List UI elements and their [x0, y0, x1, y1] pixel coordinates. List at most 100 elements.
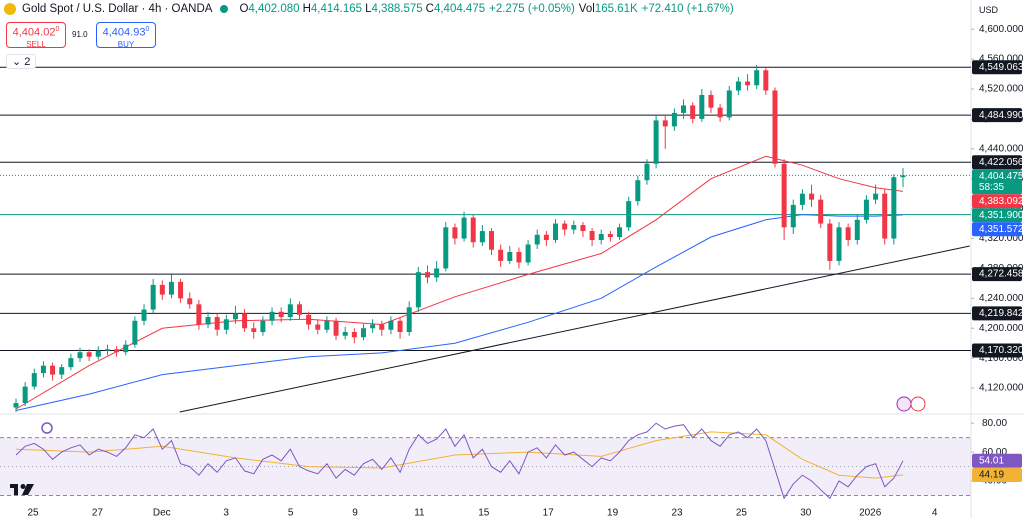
candle-body [507, 251, 513, 261]
candle-body [854, 219, 860, 241]
level-label: 4,170.320 [979, 345, 1024, 356]
level-label-bg [972, 306, 1022, 321]
symbol[interactable]: Gold Spot / U.S. Dollar · 4h · OANDA [22, 3, 213, 15]
candle-body [900, 175, 906, 178]
ma-label: 4,351.572 [979, 224, 1024, 235]
x-tick-label: 17 [543, 508, 555, 518]
level-label: 4,549.063 [979, 62, 1024, 73]
candle-body [553, 223, 559, 241]
y-tick-label: 4,200.000 [979, 323, 1024, 334]
candle-body [31, 373, 37, 387]
candle-body [562, 223, 568, 230]
x-tick-label: 25 [27, 508, 39, 518]
y-tick-label: 4,440.000 [979, 143, 1024, 154]
x-tick-label: 15 [478, 508, 490, 518]
last-price-label: 58:35 [979, 182, 1004, 193]
candle-body [178, 281, 184, 299]
buy-button[interactable]: 4,404.930 BUY [96, 22, 156, 49]
candle-body [809, 193, 815, 200]
candle-body [818, 199, 824, 224]
candle-body [790, 204, 796, 228]
candle-body [86, 352, 92, 357]
candle-body [479, 231, 485, 243]
ma-label-bg [972, 194, 1022, 209]
x-tick-label: 4 [932, 508, 938, 518]
candle-body [342, 331, 348, 336]
candle-body [324, 320, 330, 330]
x-tick-label: 5 [288, 508, 294, 518]
candle-body [534, 234, 540, 245]
candle-body [845, 227, 851, 241]
candle-body [452, 227, 458, 239]
x-tick-label: Dec [153, 508, 171, 518]
x-tick-label: 2026 [859, 508, 882, 518]
market-status [220, 5, 229, 13]
currency[interactable]: USD [979, 5, 999, 15]
y-tick-label: 4,600.000 [979, 24, 1024, 35]
price-axis [971, 0, 1024, 518]
level-label-bg [972, 60, 1022, 75]
candle-body [269, 311, 275, 321]
logo [10, 484, 34, 495]
rsi-line [15, 422, 904, 500]
candle-body [168, 281, 174, 295]
x-tick-label: 30 [800, 508, 812, 518]
x-tick-label: 3 [223, 508, 229, 518]
candle-body [653, 120, 659, 164]
candle-body [150, 284, 156, 310]
x-tick-label: 19 [607, 508, 619, 518]
flag-icon [910, 396, 926, 412]
rsi-ma-label: 44.19 [979, 470, 1004, 481]
quote-value: 4,404.475 [433, 3, 486, 15]
candle-body [424, 272, 430, 278]
logo-part [20, 484, 26, 489]
candle-body [498, 249, 504, 261]
candle-body [644, 163, 650, 181]
rsi-label-bg [972, 453, 1022, 468]
sell-button[interactable]: 4,404.020 SELL [6, 22, 66, 49]
candle-body [470, 217, 476, 243]
candle-body [104, 349, 110, 351]
candle-body [726, 90, 732, 118]
level-label: 4,422.056 [979, 157, 1024, 168]
sell-price-fraction: 0 [55, 26, 60, 33]
candle-body [287, 304, 293, 318]
candle-body [123, 344, 129, 353]
candle-body [95, 350, 101, 357]
candle-body [772, 90, 778, 164]
candle-body [443, 227, 449, 269]
quote-key: L [365, 3, 372, 15]
candle-body [306, 314, 312, 325]
level-label-bg [972, 155, 1022, 170]
candle-body [77, 352, 83, 359]
candle-body [68, 358, 74, 368]
candle-body [863, 199, 869, 220]
candle-body [242, 313, 248, 329]
sell-label: SELL [26, 39, 46, 49]
buy-price: 4,404.93 [102, 26, 146, 39]
candle-body [114, 349, 120, 353]
change: +2.275 (+0.05%) [489, 3, 575, 15]
rsi-band [0, 437, 971, 496]
rsi-label: 54.01 [979, 455, 1004, 466]
quote-key: O [239, 3, 249, 15]
buy-price-fraction: 0 [145, 26, 150, 33]
candle-body [397, 320, 403, 332]
candle-body [882, 193, 888, 239]
quote-key: C [425, 3, 434, 15]
candle-body [543, 234, 549, 241]
rsi-settings-icon [41, 422, 53, 434]
level-label: 4,484.990 [979, 110, 1024, 121]
candle-body [351, 331, 357, 338]
last-price-label-bg [972, 169, 1022, 195]
candle-body [415, 272, 421, 308]
y-tick-label: 80.00 [982, 418, 1007, 429]
marked-line-label: 4,351.900 [979, 210, 1024, 221]
candle-body [781, 163, 787, 228]
volume-key: Vol [578, 3, 595, 15]
candle-body [525, 244, 531, 263]
candle-body [571, 225, 577, 230]
indicator-toggle[interactable]: ⌄ 2 [6, 54, 37, 69]
